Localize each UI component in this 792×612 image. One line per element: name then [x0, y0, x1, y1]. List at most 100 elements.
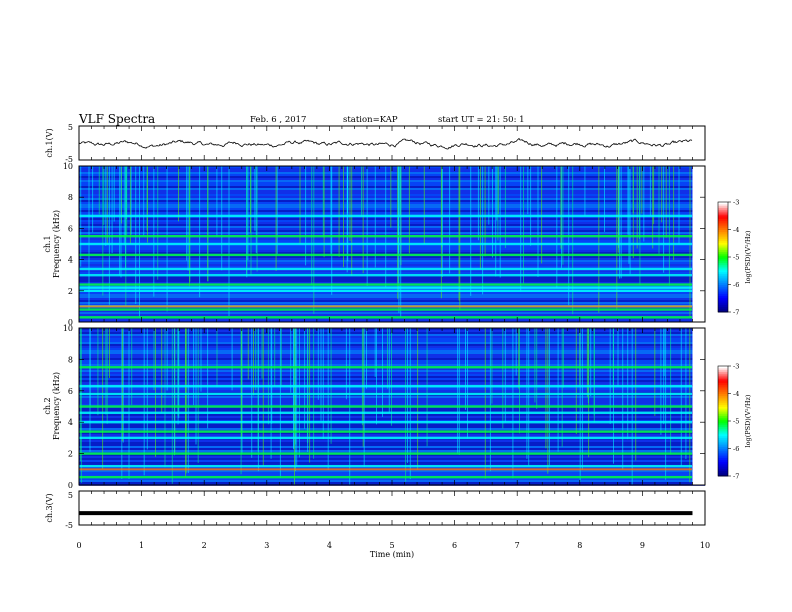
ch1-spec-sferic [619, 166, 621, 279]
ch2-colorbar-swatch [718, 375, 728, 378]
ch1-spec-noise-row [79, 176, 705, 178]
ch1-spec-noise-row [79, 296, 705, 298]
ch1-spec-sferic [584, 166, 586, 216]
ch1-colorbar: -3 -4 -5 -6 -7 log(PSD)(V²/Hz) [717, 199, 752, 317]
ch2-spec-sferic [617, 328, 619, 387]
ch1-spec-noise-row [79, 232, 705, 234]
ch2-colorbar-swatch [718, 393, 728, 396]
ch1-spec-noise-row [79, 264, 705, 266]
ch2-colorbar-swatch [718, 444, 728, 448]
ch1-spectrogram-label: ch.1 [43, 235, 52, 252]
ch2-colorbar-label: log(PSD)(V²/Hz) [744, 394, 752, 447]
ch2-spec-ytick-label: 4 [68, 418, 73, 427]
ch2-spec-sferic [575, 328, 577, 434]
ch2-spec-sferic [128, 328, 130, 479]
figure-title: VLF Spectra [78, 112, 155, 126]
ch1-spec-sferic [541, 166, 543, 264]
ch2-spec-sferic [106, 328, 108, 424]
ch2-spec-sferic [294, 328, 296, 472]
ch1-spec-noise-row [79, 198, 705, 200]
ch1-spec-sferic [398, 166, 400, 254]
ch1-spec-sferic [488, 166, 490, 225]
ch1-spec-sferic [311, 166, 313, 286]
ch1-spec-sferic [255, 166, 257, 253]
ch1-spec-sferic [658, 166, 660, 254]
ch2-spec-sferic [613, 328, 614, 464]
ch2-spec-sferic [327, 328, 329, 470]
ch1-colorbar-swatch [718, 306, 728, 309]
date-label: Feb. 6 , 2017 [250, 115, 306, 125]
ch2-spec-ytick-label: 6 [68, 387, 73, 396]
ch2-colorbar-swatch [718, 455, 728, 459]
ch1-colorbar-label: log(PSD)(V²/Hz) [744, 230, 752, 283]
ch1-colorbar-swatch [718, 205, 728, 208]
ch2-spec-sferic [548, 328, 550, 466]
ch1-colorbar-tick-label: -7 [733, 309, 739, 317]
ch2-spec-sferic [391, 328, 392, 426]
ch1-colorbar-swatch [718, 271, 728, 274]
ch1-colorbar-swatch [718, 209, 728, 212]
ch2-spec-sferic [97, 328, 99, 416]
ch1-colorbar-swatch [718, 203, 728, 207]
ch1-spec-noise-row [79, 266, 705, 268]
ch1-spec-sferic [497, 166, 499, 241]
ch1-spec-sferic [250, 166, 252, 275]
ch1-waveform-line [78, 137, 693, 150]
ch2-colorbar-swatch [718, 452, 728, 455]
ch1-spec-sferic [178, 166, 179, 222]
ch1-spec-sferic [126, 166, 128, 236]
x-tick-label: 0 [76, 541, 81, 550]
ch2-spec-sferic [545, 328, 547, 449]
ch1-colorbar-swatch [718, 260, 728, 263]
ch2-spec-sferic [534, 328, 536, 403]
ch1-colorbar-swatch [718, 242, 728, 245]
ch1-spec-sferic [103, 166, 105, 226]
ch1-colorbar-swatch [718, 214, 728, 218]
ch2-colorbar-swatch [718, 408, 728, 411]
ch1-spec-noise-row [79, 262, 705, 264]
ch1-spec-sferic [598, 166, 600, 313]
ch1-colorbar-swatch [718, 247, 728, 251]
ch2-colorbar-swatch [718, 428, 728, 431]
ch2-colorbar-swatch [718, 378, 728, 382]
ch1-spec-sferic [632, 166, 634, 259]
ch2-spec-sferic [290, 328, 292, 393]
ch1-spec-sferic [186, 166, 188, 261]
ch1-colorbar-swatch [718, 224, 728, 227]
ch1-spec-band [79, 242, 692, 246]
ch1-spec-sferic [254, 166, 256, 231]
ch1-spec-sferic [247, 166, 249, 261]
ch1-spec-sferic [102, 166, 104, 296]
ch1-spec-noise-row [79, 208, 705, 210]
ch1-spec-sferic [123, 166, 125, 246]
ch1-colorbar-swatch [718, 293, 728, 296]
ch1-waveform-ticks [78, 126, 706, 160]
ch2-colorbar-swatch [718, 461, 728, 464]
ch2-spec-sferic [187, 328, 189, 473]
ch1-spec-sferic [560, 166, 562, 249]
ch1-spec-sferic [98, 166, 100, 215]
ch1-spec-sferic [330, 166, 332, 256]
ch1-spec-sferic [366, 166, 368, 286]
ch1-spec-sferic [496, 166, 498, 221]
ch1-colorbar-swatch [718, 225, 728, 229]
ch1-spec-sferic [523, 166, 524, 284]
ch2-spec-ytick-label: 2 [68, 450, 73, 459]
ch2-spec-sferic [387, 328, 388, 389]
ch1-spec-sferic [482, 166, 484, 295]
ch1-colorbar-swatch [718, 236, 728, 240]
ch2-spec-sferic [579, 328, 581, 482]
ch2-colorbar-swatch [718, 435, 728, 438]
ch1-spec-noise-row [79, 260, 705, 262]
ch1-spec-sferic [139, 166, 140, 319]
ch1-colorbar-swatch [718, 238, 728, 241]
ch1-colorbar-swatch [718, 264, 728, 267]
ch2-spec-sferic [105, 328, 107, 415]
ch2-spec-sferic [382, 328, 383, 417]
ch2-spec-sferic [502, 328, 504, 429]
ch2-colorbar-swatch [718, 463, 728, 466]
x-axis-label: Time (min) [370, 550, 414, 559]
ch2-spec-sferic [309, 328, 311, 463]
ch2-colorbar-swatch [718, 457, 728, 460]
ch1-colorbar-swatch [718, 291, 728, 295]
